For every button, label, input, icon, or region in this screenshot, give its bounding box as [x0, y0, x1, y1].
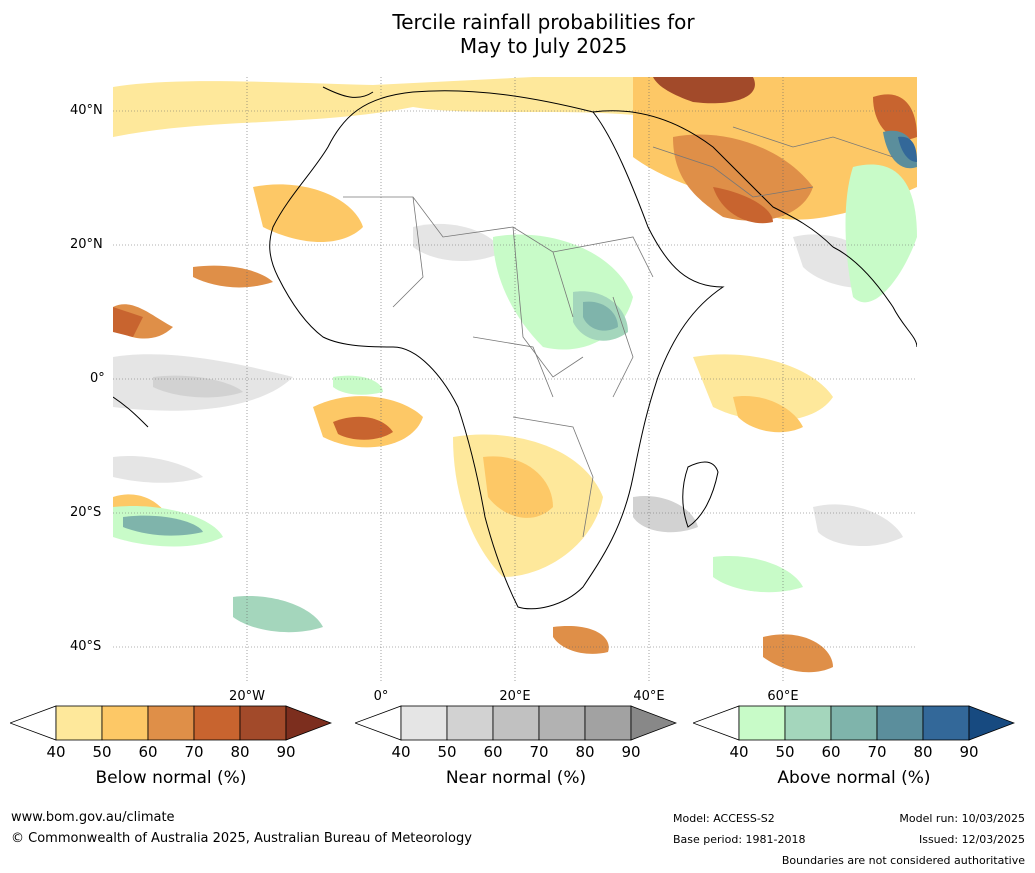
cbar-above-50 — [738, 705, 786, 741]
lat-label-equator: 0° — [90, 371, 105, 386]
cbar-above-tick: 50 — [775, 743, 795, 761]
colorbar-near-label: Near normal (%) — [445, 768, 587, 788]
cbar-near-90 — [584, 705, 632, 741]
cbar-below-tick: 70 — [184, 743, 204, 761]
title-line-2: May to July 2025 — [459, 34, 628, 58]
above-normal-shading — [113, 130, 917, 633]
below-normal-shading — [113, 77, 917, 673]
lon-label-40e: 40°E — [633, 689, 665, 704]
cbar-above-low-arrow — [693, 705, 740, 741]
lon-label-20e: 20°E — [499, 689, 531, 704]
near-normal-shading — [113, 223, 903, 547]
lon-label-0: 0° — [373, 689, 389, 704]
cbar-near-tick: 90 — [621, 743, 641, 761]
cbar-below-70 — [147, 705, 195, 741]
cbar-above-80 — [876, 705, 924, 741]
issued-date: Issued: 12/03/2025 — [918, 833, 1025, 846]
cbar-above-tick: 90 — [959, 743, 979, 761]
cbar-above-tick: 40 — [729, 743, 749, 761]
cbar-above-90 — [922, 705, 970, 741]
boundaries-note: Boundaries are not considered authoritat… — [781, 854, 1025, 867]
colorbar-below-normal — [10, 705, 332, 741]
coastlines — [113, 86, 917, 610]
cbar-below-tick: 60 — [138, 743, 158, 761]
cbar-near-tick: 80 — [575, 743, 595, 761]
cbar-near-tick: 50 — [437, 743, 457, 761]
cbar-above-tick: 80 — [913, 743, 933, 761]
colorbar-near-normal — [355, 705, 677, 741]
colorbar-below-label: Below normal (%) — [95, 768, 247, 788]
cbar-near-tick: 60 — [483, 743, 503, 761]
cbar-below-90 — [239, 705, 287, 741]
cbar-near-50 — [400, 705, 448, 741]
website-link[interactable]: www.bom.gov.au/climate — [11, 810, 175, 825]
map-title: Tercile rainfall probabilities for May t… — [0, 10, 1035, 58]
cbar-above-tick: 60 — [821, 743, 841, 761]
lat-label-20n: 20°N — [70, 237, 103, 252]
colorbar-above-normal — [693, 705, 1015, 741]
cbar-near-70 — [492, 705, 540, 741]
copyright-text: © Commonwealth of Australia 2025, Austra… — [11, 831, 472, 846]
cbar-above-60 — [784, 705, 832, 741]
lat-label-40s: 40°S — [70, 639, 102, 654]
cbar-below-50 — [55, 705, 103, 741]
lat-label-20s: 20°S — [70, 505, 102, 520]
lon-label-20w: 20°W — [229, 689, 265, 704]
lat-label-40n: 40°N — [70, 103, 103, 118]
lon-label-60e: 60°E — [767, 689, 799, 704]
country-borders — [343, 126, 894, 538]
rainfall-probability-map — [113, 77, 917, 681]
title-line-1: Tercile rainfall probabilities for — [392, 10, 695, 34]
cbar-below-tick: 90 — [276, 743, 296, 761]
cbar-below-tick: 50 — [92, 743, 112, 761]
map-svg — [113, 77, 917, 681]
cbar-below-low-arrow — [10, 705, 57, 741]
cbar-below-tick: 40 — [46, 743, 66, 761]
cbar-near-high-arrow — [630, 705, 677, 741]
model-name: Model: ACCESS-S2 — [673, 812, 775, 825]
colorbar-above-label: Above normal (%) — [777, 768, 931, 788]
cbar-below-60 — [101, 705, 149, 741]
cbar-near-tick: 40 — [391, 743, 411, 761]
cbar-near-60 — [446, 705, 494, 741]
cbar-above-tick: 70 — [867, 743, 887, 761]
cbar-below-80 — [193, 705, 241, 741]
cbar-near-80 — [538, 705, 586, 741]
cbar-below-tick: 80 — [230, 743, 250, 761]
model-run-date: Model run: 10/03/2025 — [899, 812, 1025, 825]
cbar-near-low-arrow — [355, 705, 402, 741]
cbar-above-high-arrow — [968, 705, 1015, 741]
cbar-above-70 — [830, 705, 878, 741]
base-period: Base period: 1981-2018 — [673, 833, 806, 846]
cbar-near-tick: 70 — [529, 743, 549, 761]
cbar-below-high-arrow — [285, 705, 332, 741]
